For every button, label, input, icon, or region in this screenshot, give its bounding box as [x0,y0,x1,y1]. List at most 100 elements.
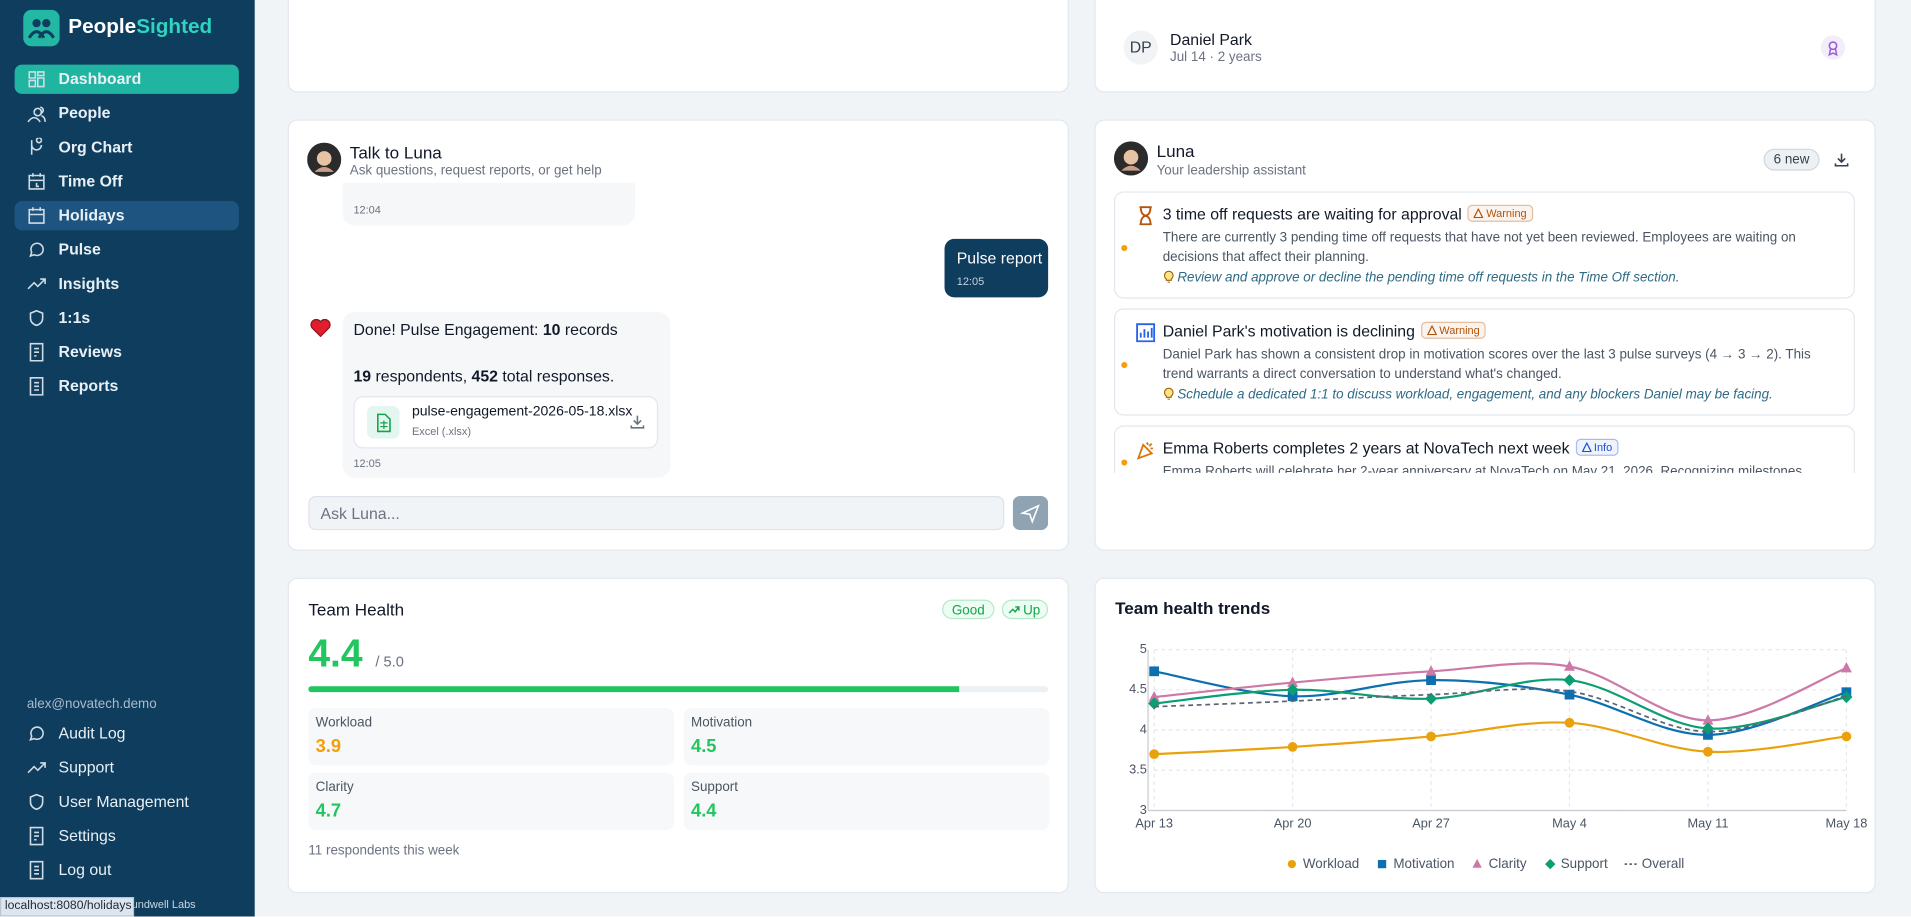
tag: Warning [1421,321,1486,339]
heart-icon [310,318,331,338]
insight-icon [1136,441,1154,460]
icon-shape [29,860,44,880]
nav-item[interactable]: Time Off [15,167,239,196]
progress-fill [308,686,960,693]
marker [1841,731,1852,742]
user-msg: Pulse report [956,248,1043,267]
status-dot [1121,361,1128,369]
x-tick-label: Apr 27 [1412,815,1450,830]
progress-track [308,686,1049,693]
status-badge: Good [942,599,995,620]
nav-icon [29,377,44,396]
nav-label: Log out [58,860,112,879]
send-button[interactable] [1012,496,1049,531]
nav-item[interactable]: Log out [15,856,239,885]
icon-shape [29,242,44,258]
tag-icon [1581,441,1592,453]
nav-item[interactable]: People [15,99,239,128]
nav-label: Pulse [58,240,101,259]
luna-avatar [307,142,342,177]
insight-icon [1139,206,1152,226]
nav-label: Org Chart [58,137,133,156]
nav-item[interactable]: Holidays [14,201,239,231]
tag-icon [1426,324,1438,336]
y-tick-label: 4.5 [1129,681,1147,696]
nav-item[interactable]: Audit Log [15,719,239,748]
nav-item[interactable]: Dashboard [14,64,239,94]
marker [1287,859,1297,869]
tag-text: Warning [1439,324,1480,337]
legend-label: Clarity [1488,856,1527,872]
metric-name: Workload [315,715,373,731]
metric-value: 4.4 [691,800,717,822]
award-icon[interactable] [1820,35,1846,60]
series-line [1154,662,1847,722]
nav-item[interactable]: Reports [15,372,239,401]
icon-shape [28,173,45,190]
tag-text: Info [1593,441,1613,454]
health-title: Team Health [308,599,405,620]
chat-input[interactable] [308,496,1005,531]
nav-item[interactable]: Org Chart [15,133,239,162]
nav-label: Settings [58,826,116,845]
marker [1426,731,1436,742]
download-icon[interactable] [1833,151,1850,168]
nav-icon [27,762,46,774]
card [287,0,1069,93]
marker [1426,675,1436,686]
luna-avatar [1113,141,1149,176]
insight-item: Daniel Park's motivation is declining War… [1113,308,1855,416]
nav-item[interactable]: Pulse [15,235,239,264]
file-attachment[interactable] [353,396,659,449]
nav-icon [29,242,44,258]
icon-shape [30,137,43,155]
file-name: pulse-engagement-2026-05-18.xlsx [411,404,633,420]
nav-item[interactable]: 1:1s [15,303,239,332]
number: 10 [542,320,561,339]
marker [1564,689,1575,700]
insight-body: Daniel Park has shown a consistent drop … [1162,347,1811,382]
nav-item[interactable]: User Management [15,787,239,816]
y-tick-label: 5 [1140,641,1147,656]
avatar: DP [1123,30,1158,65]
icon-shape [29,342,44,362]
nav-item[interactable]: Support [15,753,239,782]
nav-item[interactable]: Settings [15,821,239,850]
legend-item: Motivation [1376,857,1454,871]
x-tick-label: May 4 [1552,815,1587,830]
marker [1149,666,1160,677]
metric-tile: Support 4.4 [683,772,1050,830]
icon-shape [1136,441,1154,460]
insight-body: Emma Roberts will celebrate her 2-year a… [1162,464,1803,473]
icon-shape [1136,323,1156,343]
assistant-name: Luna [1156,141,1195,161]
bulb-icon [1164,387,1174,400]
nav-label: User Management [58,792,189,811]
text: records [564,320,618,339]
download-icon[interactable] [629,413,646,430]
bot-line: Done! Pulse Engagement: 10 records [353,321,617,339]
bot-line: 19 respondents, 452 total responses. [353,367,614,385]
nav-label: People [58,103,111,122]
nav-label: Support [58,758,115,777]
icon-shape [28,207,45,224]
insight-action: Review and approve or decline the pendin… [1163,268,1839,288]
insight-action: Schedule a dedicated 1:1 to discuss work… [1163,385,1839,405]
brand-logo [23,9,60,47]
action-text: Review and approve or decline the pendin… [1177,270,1680,286]
nav-icon [29,826,44,846]
nav-item[interactable]: Insights [15,269,239,298]
legend-marker [1378,859,1387,869]
nav-item[interactable]: Reviews [15,338,239,367]
metric-tile: Workload 3.9 [308,708,674,766]
icon-shape [29,377,44,396]
legend-item: Workload [1286,857,1359,871]
new-badge: 6 new [1763,148,1820,171]
marker [1702,714,1714,725]
nav-label: Reviews [58,342,122,361]
chart-title: Team health trends [1115,599,1270,618]
health-score: 4.4 [308,631,363,676]
title-text: Emma Roberts completes 2 years at NovaTe… [1162,438,1570,458]
text: respondents, [375,366,468,386]
